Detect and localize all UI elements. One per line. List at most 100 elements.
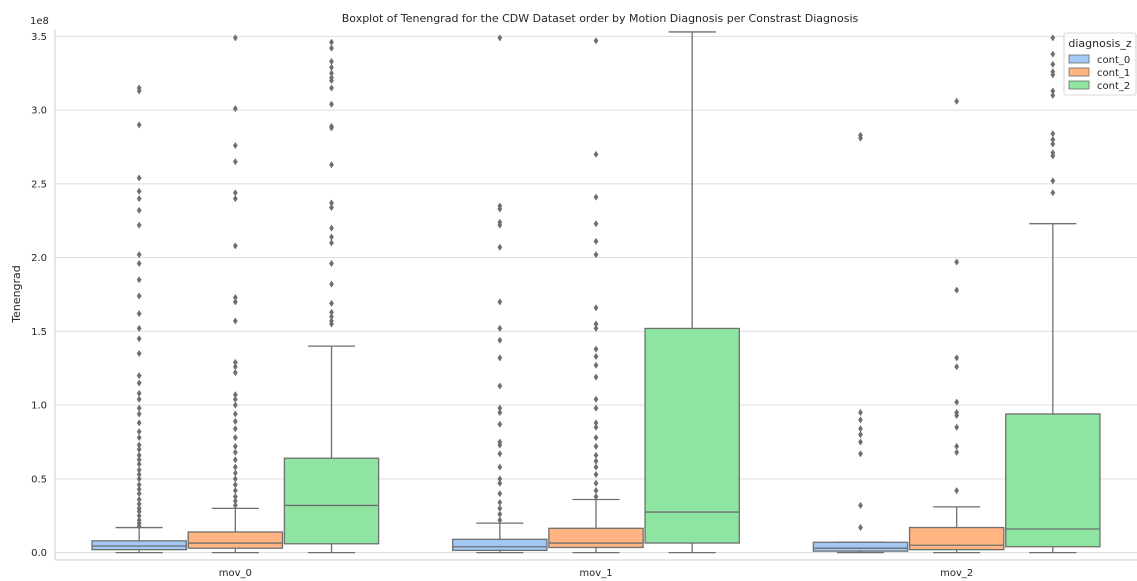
outlier-point: [136, 395, 142, 403]
outlier-point: [136, 470, 142, 478]
outlier-point: [329, 239, 334, 247]
outlier-point: [858, 409, 863, 416]
outlier-point: [136, 490, 142, 498]
outlier-point: [954, 258, 960, 266]
outlier-point: [136, 504, 142, 512]
outlier-point: [329, 317, 334, 325]
outlier-point: [136, 451, 142, 459]
outlier-point: [497, 450, 503, 458]
outlier-point: [1050, 149, 1056, 157]
outlier-point: [593, 37, 599, 45]
outlier-point: [858, 501, 863, 509]
outlier-point: [329, 233, 334, 241]
outlier-point: [232, 469, 238, 477]
y-tick-label: 2.0: [31, 253, 47, 264]
outlier-point: [593, 220, 599, 228]
outlier-point: [232, 317, 238, 325]
box-iqr: [812, 541, 909, 552]
outlier-point: [136, 404, 142, 412]
outlier-point: [232, 34, 238, 42]
outlier-point: [593, 373, 599, 381]
outlier-point: [1050, 50, 1056, 58]
outlier-point: [136, 496, 142, 504]
outlier-point: [232, 142, 238, 150]
outlier-point: [593, 237, 599, 245]
outlier-point: [136, 500, 142, 508]
outlier-point: [497, 202, 503, 210]
legend-title: diagnosis_z: [1068, 37, 1131, 50]
outlier-point: [593, 419, 599, 427]
outlier-point: [593, 479, 599, 487]
outlier-point: [1050, 34, 1056, 42]
box-iqr: [1005, 413, 1101, 548]
outlier-point: [593, 193, 599, 201]
box-cont_1-mov_1: [548, 37, 644, 554]
x-tick-label: mov_1: [579, 568, 612, 579]
outlier-point: [593, 150, 599, 158]
outlier-point: [593, 487, 599, 495]
outlier-point: [232, 158, 238, 166]
x-axis-ticks: mov_0 mov_1 mov_2: [219, 568, 973, 579]
box-cont_0-mov_0: [91, 84, 187, 554]
outlier-point: [497, 438, 503, 446]
box-cont_2-mov_2: [1005, 34, 1101, 554]
outlier-point: [232, 481, 238, 489]
outlier-point: [329, 308, 334, 316]
outlier-point: [136, 335, 142, 343]
outlier-point: [232, 105, 238, 113]
outlier-point: [232, 448, 238, 456]
outlier-point: [858, 431, 863, 439]
outlier-point: [136, 121, 142, 129]
legend-swatch-cont_2: [1068, 80, 1090, 90]
outlier-point: [858, 450, 863, 458]
outlier-point: [136, 206, 142, 214]
outlier-point: [954, 354, 960, 362]
box-iqr: [548, 527, 644, 549]
box-cont_1-mov_2: [908, 97, 1005, 554]
outlier-point: [232, 395, 238, 403]
box-iqr: [91, 540, 187, 551]
x-tick-label: mov_2: [940, 568, 973, 579]
outlier-point: [136, 512, 142, 520]
outlier-point: [1050, 140, 1056, 148]
outlier-point: [858, 425, 863, 433]
outlier-point: [497, 243, 503, 251]
y-tick-label: 3.0: [31, 106, 47, 117]
box-iqr: [452, 538, 548, 552]
outlier-point: [232, 475, 238, 483]
outlier-point: [329, 84, 334, 92]
outlier-point: [593, 451, 599, 459]
outlier-point: [593, 457, 599, 465]
outlier-point: [232, 463, 238, 471]
outlier-point: [954, 363, 960, 371]
outlier-point: [329, 199, 334, 207]
outlier-point: [136, 221, 142, 229]
outlier-point: [136, 292, 142, 300]
outlier-point: [136, 419, 142, 427]
outlier-point: [329, 122, 334, 130]
outlier-point: [232, 493, 238, 501]
legend: diagnosis_z cont_0 cont_1 cont_2: [1063, 32, 1137, 96]
outlier-point: [329, 69, 334, 77]
box-cont_0-mov_2: [812, 131, 909, 554]
outlier-point: [497, 479, 503, 487]
outlier-point: [954, 409, 960, 416]
outlier-point: [329, 100, 334, 108]
outlier-point: [954, 487, 960, 495]
outlier-point: [954, 286, 960, 294]
outlier-point: [497, 218, 503, 226]
box-iqr: [283, 457, 380, 545]
outlier-point: [232, 369, 238, 377]
outlier-point: [232, 189, 238, 197]
outlier-point: [232, 363, 238, 371]
outlier-point: [136, 516, 142, 524]
outlier-point: [136, 475, 142, 483]
outlier-point: [136, 174, 142, 182]
legend-label-cont_2: cont_2: [1097, 81, 1130, 92]
outlier-point: [497, 490, 503, 498]
outlier-point: [232, 442, 238, 450]
outlier-point: [1050, 189, 1056, 197]
chart-title: Boxplot of Tenengrad for the CDW Dataset…: [342, 12, 859, 25]
outlier-point: [497, 510, 503, 518]
outlier-point: [593, 434, 599, 442]
